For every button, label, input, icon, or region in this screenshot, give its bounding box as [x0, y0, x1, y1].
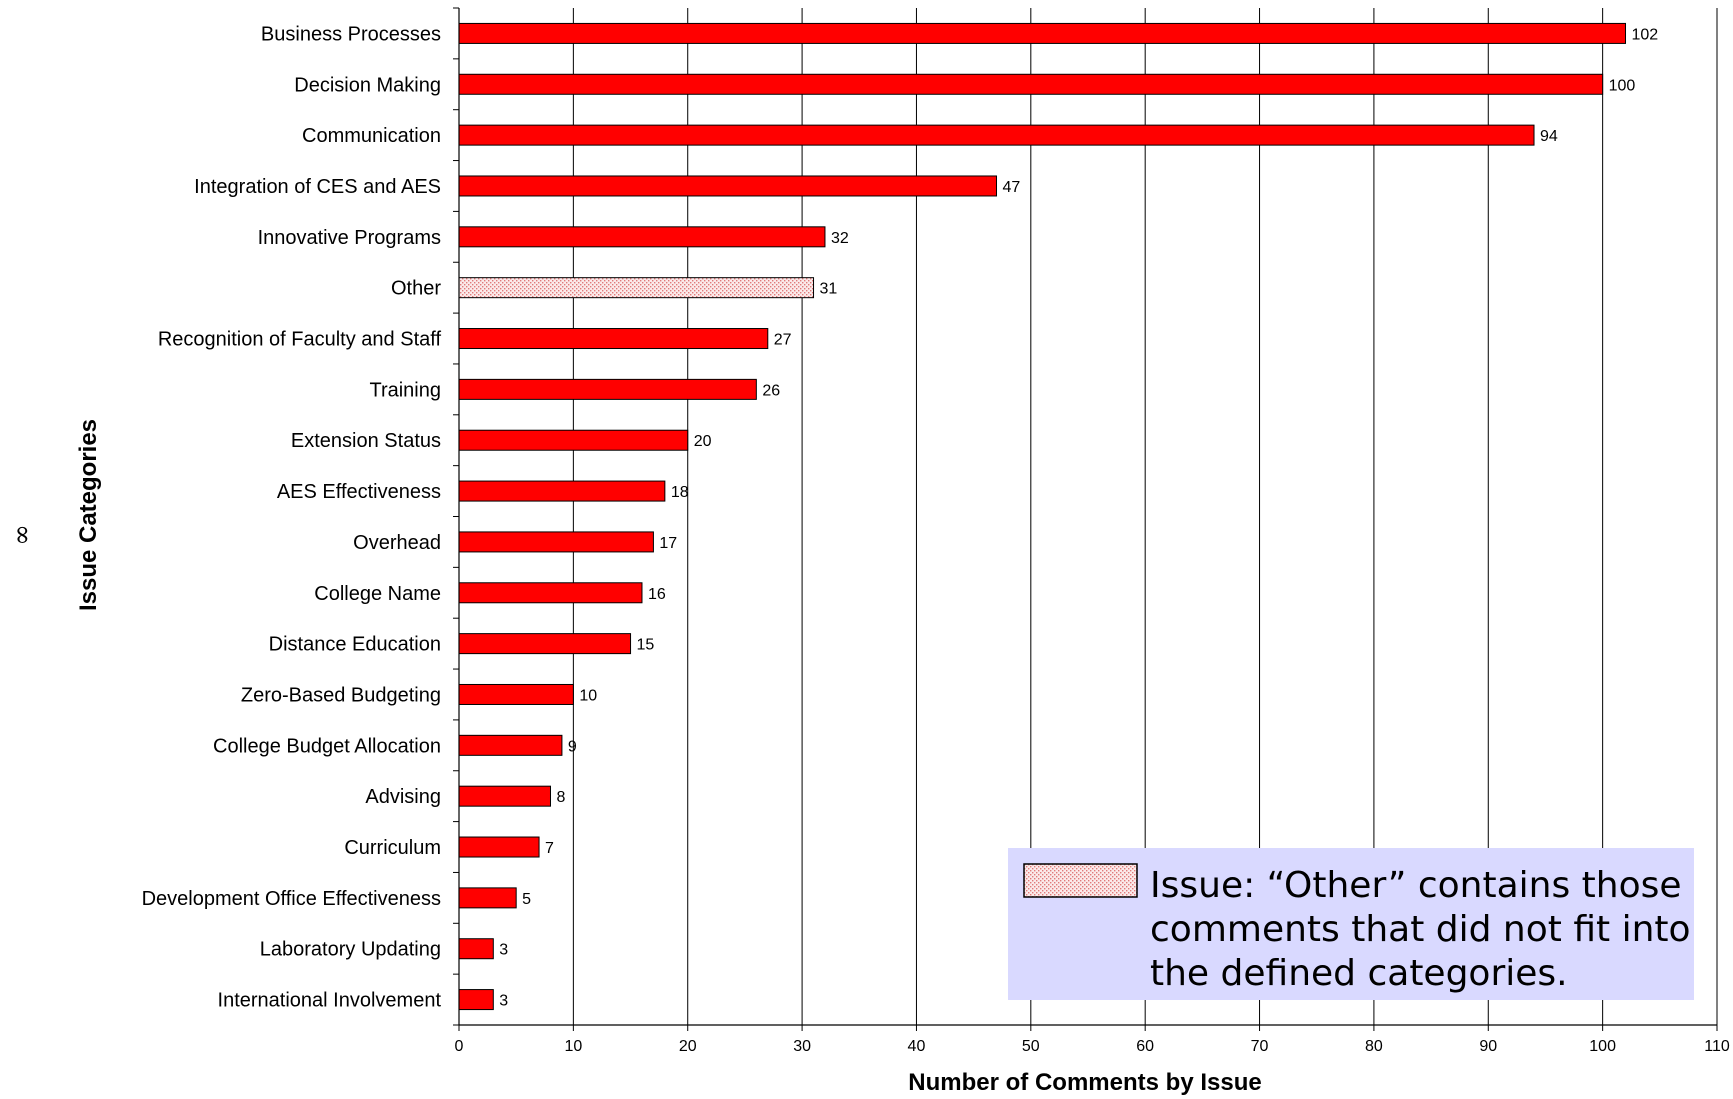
- value-label: 8: [556, 789, 565, 806]
- legend-line-3: the defined categories.: [1150, 953, 1568, 994]
- category-label: Zero-Based Budgeting: [241, 684, 441, 706]
- legend-note: Issue: “Other” contains those comments t…: [1008, 848, 1694, 1000]
- category-label: Business Processes: [261, 23, 441, 45]
- bar: [458, 531, 654, 553]
- bar: [458, 124, 1535, 146]
- category-label: Development Office Effectiveness: [142, 888, 441, 910]
- category-label: Communication: [302, 125, 441, 147]
- value-label: 47: [1003, 179, 1021, 196]
- x-tick-label: 90: [1479, 1038, 1497, 1055]
- value-labels: 102 100 94 47 32 31 27 26 20 18 17 16 15 10 9 8 7 5 3 3: [499, 26, 1658, 1009]
- category-label: Innovative Programs: [258, 227, 441, 249]
- x-tick-labels: 0 10 20 30 40 50 60 70 80 90 100 110: [455, 1038, 1730, 1055]
- category-label: Other: [391, 278, 441, 300]
- bar: [458, 734, 563, 756]
- category-label: Integration of CES and AES: [194, 176, 441, 198]
- bars: [458, 22, 1627, 1011]
- category-label: AES Effectiveness: [277, 481, 441, 503]
- value-label: 10: [579, 687, 597, 704]
- x-tick-label: 100: [1589, 1038, 1616, 1055]
- bar: [458, 22, 1627, 44]
- bar: [458, 887, 517, 909]
- category-label: International Involvement: [218, 990, 442, 1012]
- value-label: 100: [1609, 77, 1636, 94]
- value-label: 3: [499, 993, 508, 1010]
- bar: [458, 989, 494, 1011]
- value-label: 9: [568, 738, 577, 755]
- x-tick-label: 60: [1136, 1038, 1154, 1055]
- axes: [453, 7, 1718, 1031]
- category-label: Distance Education: [269, 634, 441, 656]
- value-label: 26: [762, 382, 780, 399]
- legend-line-1: Issue: “Other” contains those: [1150, 865, 1682, 906]
- category-label: College Name: [314, 583, 441, 605]
- bar: [458, 480, 666, 502]
- x-tick-label: 70: [1251, 1038, 1269, 1055]
- category-label: Training: [369, 379, 441, 401]
- category-label: Laboratory Updating: [260, 939, 441, 961]
- value-label: 17: [659, 535, 677, 552]
- x-tick-label: 20: [679, 1038, 697, 1055]
- value-label: 94: [1540, 128, 1558, 145]
- bar: [458, 429, 689, 451]
- bar: [458, 226, 826, 248]
- x-tick-label: 50: [1022, 1038, 1040, 1055]
- x-tick-label: 30: [793, 1038, 811, 1055]
- legend-swatch: [1023, 863, 1138, 898]
- bar: [458, 938, 494, 960]
- y-axis-title: Issue Categories: [75, 419, 102, 611]
- legend-line-2: comments that did not fit into: [1150, 909, 1691, 950]
- bar: [458, 836, 540, 858]
- value-label: 3: [499, 942, 508, 959]
- category-label: Curriculum: [344, 837, 441, 859]
- bar: [458, 277, 815, 299]
- value-label: 20: [694, 433, 712, 450]
- bar: [458, 328, 769, 350]
- value-label: 31: [820, 281, 838, 298]
- side-mark: ∞: [7, 524, 37, 546]
- value-label: 102: [1632, 26, 1659, 43]
- value-label: 5: [522, 891, 531, 908]
- x-tick-label: 40: [908, 1038, 926, 1055]
- bar: [458, 378, 757, 400]
- x-tick-label: 110: [1704, 1038, 1730, 1055]
- category-label: Overhead: [353, 532, 441, 554]
- bar: [458, 785, 551, 807]
- x-tick-label: 10: [564, 1038, 582, 1055]
- x-tick-label: 80: [1365, 1038, 1383, 1055]
- value-label: 15: [637, 637, 655, 654]
- category-label: Extension Status: [291, 430, 441, 452]
- value-label: 27: [774, 332, 792, 349]
- category-label: Recognition of Faculty and Staff: [158, 329, 442, 351]
- bar: [458, 73, 1604, 95]
- category-label: College Budget Allocation: [213, 735, 441, 757]
- category-label: Decision Making: [294, 74, 441, 96]
- value-label: 7: [545, 840, 554, 857]
- value-label: 32: [831, 230, 849, 247]
- category-label: Advising: [365, 786, 441, 808]
- bar: [458, 175, 998, 197]
- x-axis-title: Number of Comments by Issue: [908, 1069, 1261, 1096]
- value-label: 16: [648, 586, 666, 603]
- value-label: 18: [671, 484, 689, 501]
- x-tick-label: 0: [455, 1038, 464, 1055]
- bar: [458, 582, 643, 604]
- bar: [458, 683, 574, 705]
- category-labels: Business Processes Decision Making Communi…: [142, 23, 442, 1011]
- bar: [458, 633, 632, 655]
